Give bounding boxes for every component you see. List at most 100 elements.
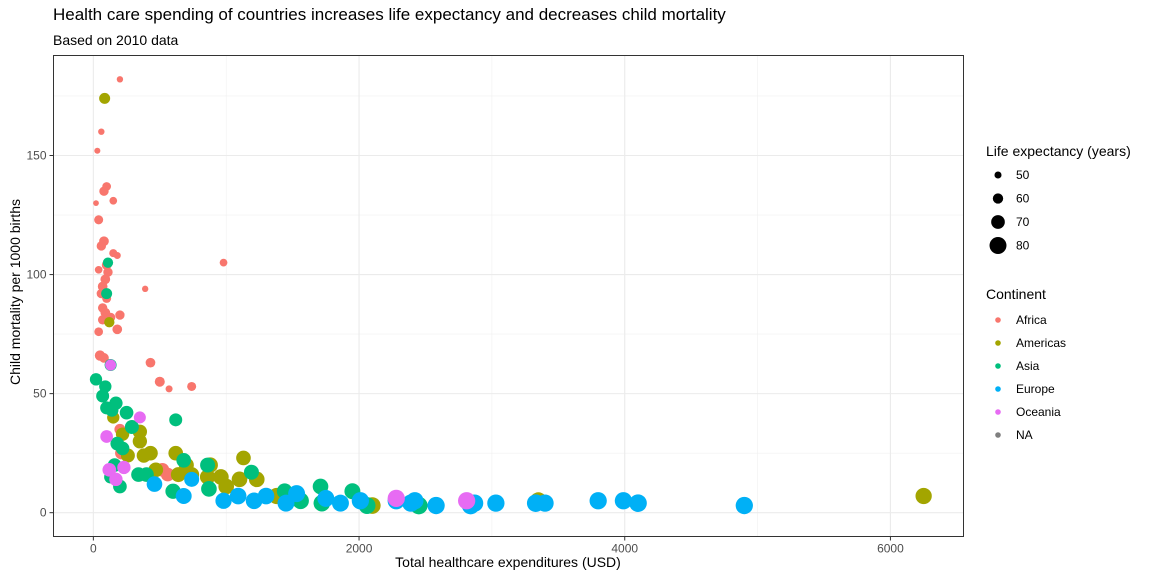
color-legend-items: Africa Americas Asia Europe Oceania NA [995,313,1066,442]
plot-background [53,55,964,537]
plot-border [53,55,964,537]
point-oceania [117,460,131,475]
point-africa [94,215,104,225]
point-oceania [102,462,117,477]
point-americas [104,317,115,328]
point-africa [98,128,105,135]
point-africa [113,251,121,260]
y-tick-label: 150 [26,149,46,163]
point-europe [487,494,505,512]
color-legend-label: NA [1016,428,1033,442]
point-africa [141,285,149,293]
color-legend-label: Americas [1016,336,1066,350]
point-europe [406,492,424,510]
size-legend-label: 80 [1016,239,1030,253]
point-americas [99,92,111,104]
point-europe [536,494,554,512]
point-europe [257,487,275,505]
point-africa [99,353,109,363]
size-legend-key [992,193,1004,204]
point-africa [219,258,228,267]
size-legend-key [989,237,1007,254]
x-tick-label: 2000 [346,542,373,556]
point-africa [154,376,165,387]
point-europe [614,492,633,510]
y-tick-label: 0 [40,506,47,520]
data-points [89,76,932,515]
color-legend-key [995,363,1001,369]
color-legend-key [995,386,1001,392]
size-legend-title: Life expectancy (years) [986,143,1131,159]
point-oceania [133,411,146,424]
point-africa [116,76,124,83]
size-legend-key [991,215,1005,229]
point-asia [102,257,114,268]
size-legend-label: 50 [1016,168,1030,182]
y-tick-label: 50 [33,387,47,401]
chart-title: Health care spending of countries increa… [53,5,726,24]
point-asia [176,452,192,468]
point-africa [165,385,173,393]
point-americas [231,471,248,488]
size-legend-label: 60 [1016,192,1030,206]
point-europe [229,487,247,505]
grid-lines [53,55,964,537]
x-tick-label: 0 [90,542,97,556]
size-legend-label: 70 [1016,215,1030,229]
point-europe [175,488,192,505]
point-oceania [109,472,123,487]
point-asia [89,373,103,386]
point-africa [94,265,103,274]
point-europe [288,485,306,503]
point-africa [96,241,107,251]
point-asia [115,441,130,456]
point-europe [629,494,647,512]
color-legend-key [995,432,1001,438]
point-asia [105,403,119,417]
point-africa [112,324,123,335]
point-americas [218,478,235,495]
x-tick-label: 4000 [611,542,638,556]
color-legend-key [995,409,1001,415]
point-oceania [100,430,113,443]
point-europe [589,492,607,510]
point-asia [243,464,259,480]
point-americas [236,450,251,466]
point-asia [169,413,183,427]
axis-ticks: 0 2000 4000 6000 0 50 100 150 [26,149,904,556]
point-americas [132,434,148,449]
color-legend-key [995,340,1001,346]
size-legend: Life expectancy (years) 50 60 70 80 [986,143,1131,254]
point-oceania [387,489,405,508]
point-asia [201,481,217,497]
point-oceania [105,359,117,371]
point-africa [109,196,118,205]
point-africa [94,147,101,154]
point-europe [331,494,349,512]
point-europe [184,471,200,487]
point-europe [146,476,163,492]
point-africa [187,381,197,392]
point-europe [317,489,335,507]
point-europe [351,492,370,510]
point-asia [124,419,139,434]
point-africa [160,467,175,482]
point-europe [427,496,445,515]
point-americas [199,469,216,485]
color-legend-label: Asia [1016,359,1040,373]
point-asia [101,288,113,300]
y-axis-label: Child mortality per 1000 births [7,199,23,385]
point-asia [200,457,216,473]
point-asia [96,389,110,403]
y-tick-label: 100 [26,268,46,282]
point-americas [143,445,158,461]
point-oceania [458,492,476,510]
point-africa [93,200,99,207]
color-legend-label: Africa [1016,313,1047,327]
point-africa [115,310,125,320]
point-europe [735,496,753,515]
point-americas [915,487,932,505]
point-africa [94,327,104,337]
point-africa [145,357,156,368]
